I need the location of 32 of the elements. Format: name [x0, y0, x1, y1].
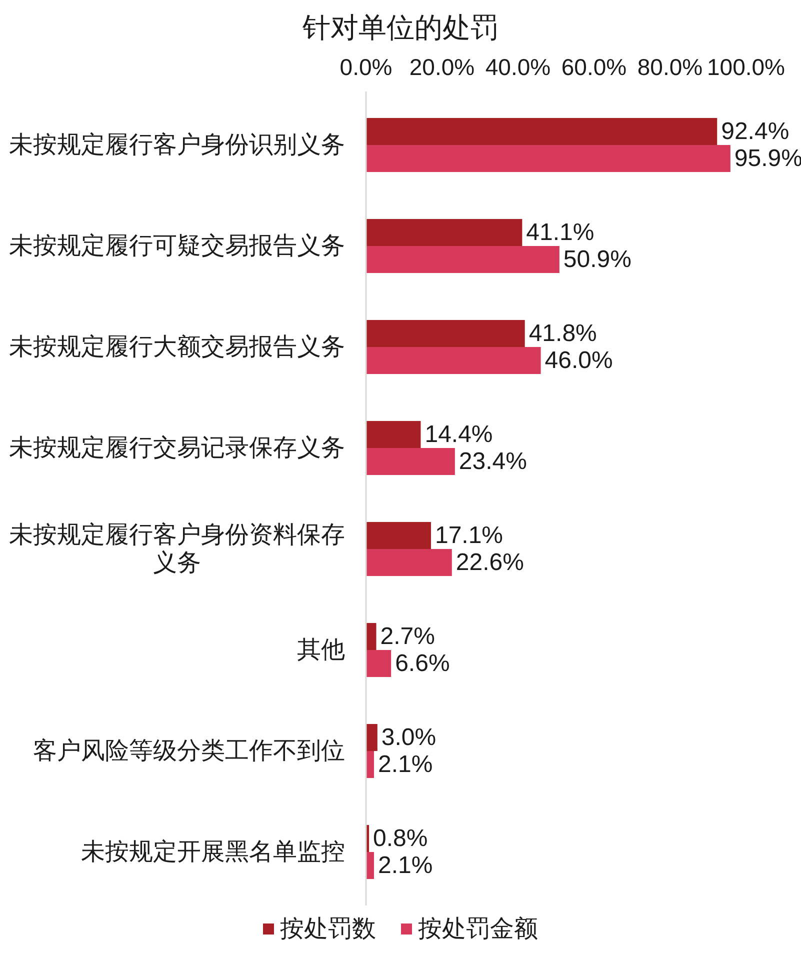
x-tick-label: 80.0%: [637, 54, 703, 80]
legend-label: 按处罚数: [280, 916, 376, 942]
y-tick-label: 未按规定履行可疑交易报告义务: [9, 232, 345, 260]
data-label: 2.7%: [380, 622, 435, 650]
x-tick-label: 60.0%: [561, 54, 627, 80]
data-label: 50.9%: [563, 246, 632, 274]
x-tick-label: 100.0%: [706, 54, 786, 80]
data-label: 17.1%: [434, 522, 504, 549]
data-label: 22.6%: [456, 549, 524, 576]
y-tick-label: 未按规定履行客户身份资料保存义务: [9, 522, 345, 576]
title: 针对单位的处罚: [302, 12, 498, 43]
y-tick-label: 未按规定履行客户身份识别义务: [9, 132, 345, 158]
data-label: 2.1%: [378, 852, 433, 880]
data-label: 92.4%: [721, 118, 790, 145]
y-tick-label: 客户风险等级分类工作不到位: [33, 738, 345, 764]
legend-label: 按处罚金额: [418, 916, 538, 942]
y-tick-label: 其他: [297, 636, 345, 664]
data-label: 23.4%: [458, 448, 527, 476]
data-label: 46.0%: [544, 347, 613, 374]
x-tick-label: 40.0%: [485, 54, 551, 80]
data-label: 41.8%: [528, 320, 597, 347]
y-tick-label: 未按规定履行大额交易报告义务: [9, 334, 345, 360]
y-tick-label: 未按规定开展黑名单监控: [81, 838, 345, 866]
data-label: 6.6%: [395, 650, 450, 678]
data-label: 41.1%: [526, 218, 594, 246]
y-tick-label: 未按规定履行交易记录保存义务: [9, 434, 345, 462]
data-label: 3.0%: [381, 724, 436, 751]
data-label: 14.4%: [424, 420, 493, 448]
x-tick-label: 20.0%: [409, 54, 475, 80]
x-tick-label: 0.0%: [340, 54, 392, 80]
data-label: 2.1%: [378, 751, 433, 778]
data-label: 0.8%: [373, 824, 428, 852]
